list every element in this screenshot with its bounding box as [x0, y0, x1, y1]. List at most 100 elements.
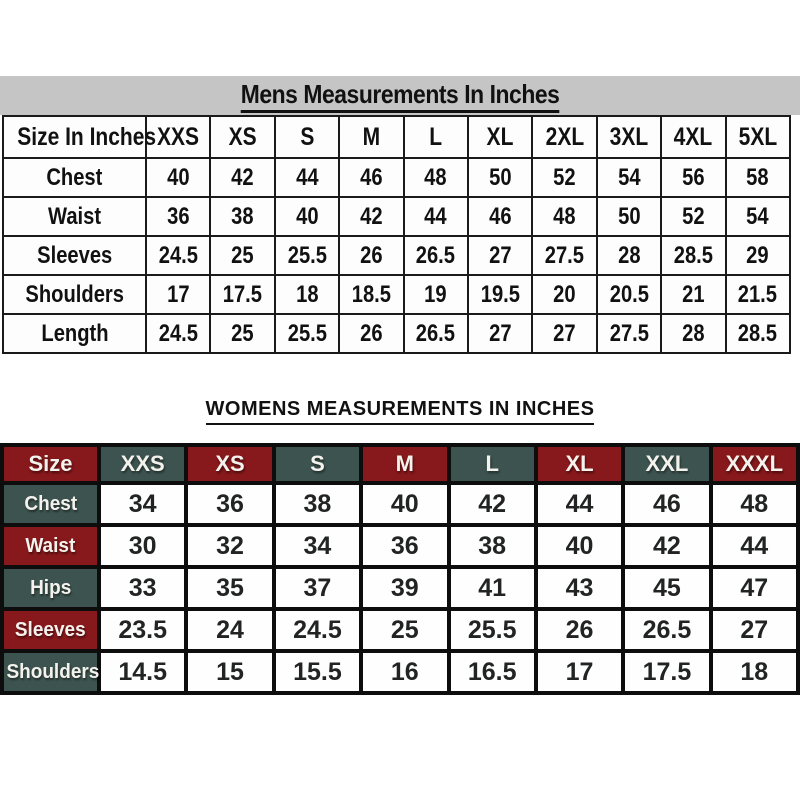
womens-title-wrap: WOMENS MEASUREMENTS IN INCHES: [0, 398, 800, 425]
womens-value-cell: 40: [533, 523, 626, 569]
womens-size-header-m: M: [359, 443, 451, 485]
womens-value-cell: 37: [271, 565, 364, 611]
womens-value-cell-text: 34: [128, 489, 157, 518]
mens-value-cell-text: 26: [360, 241, 383, 269]
mens-value-cell-text: 27: [553, 319, 576, 347]
mens-size-header-m-text: M: [362, 122, 381, 151]
womens-value-cell: 44: [533, 481, 626, 527]
mens-value-cell-text: 18: [295, 280, 319, 308]
mens-size-header-xxs: XXS: [144, 115, 212, 159]
mens-title-band: Mens Measurements In Inches: [0, 76, 800, 115]
mens-size-header-l: L: [402, 115, 469, 159]
womens-size-header-xs-text: XS: [215, 451, 245, 476]
mens-value-cell-text: 26.5: [416, 319, 456, 347]
womens-value-cell: 43: [533, 565, 626, 611]
mens-row-length: Length 24.5 25 25.5 26 26.5 27 27 27.5 28 28.5: [2, 313, 792, 354]
mens-size-header-s-text: S: [299, 122, 314, 151]
womens-row-hips: Hips 33 35 37 39 41 43 45 47: [0, 565, 800, 611]
mens-value-cell-text: 40: [166, 163, 190, 191]
womens-row-label-shoulders-text: Shoulders: [6, 660, 100, 683]
womens-value-cell-text: 46: [653, 489, 681, 518]
womens-row-sleeves: Sleeves 23.5 24 24.5 25 25.5 26 26.5 27: [0, 607, 800, 653]
mens-value-cell-text: 20: [553, 280, 576, 308]
womens-value-cell-text: 44: [740, 531, 769, 560]
mens-corner-header-text: Size In Inches: [17, 122, 157, 151]
mens-row-label-chest-text: Chest: [46, 163, 103, 191]
womens-value-cell-text: 36: [216, 489, 244, 518]
womens-size-header-xxxl-text: XXXL: [725, 451, 784, 476]
womens-size-header-l: L: [446, 443, 538, 485]
womens-value-cell-text: 36: [390, 531, 419, 560]
mens-value-cell-text: 28.5: [673, 241, 713, 269]
mens-value-cell: 58: [724, 157, 792, 198]
womens-value-cell: 24: [184, 607, 276, 653]
womens-value-cell-text: 40: [390, 489, 419, 518]
mens-value-cell: 25: [209, 313, 276, 354]
mens-size-header-4xl-text: 4XL: [674, 122, 713, 151]
mens-size-header-xxs-text: XXS: [157, 122, 200, 151]
womens-value-cell-text: 47: [740, 573, 769, 602]
mens-value-cell: 27.5: [595, 313, 663, 354]
mens-row-label-shoulders-text: Shoulders: [25, 280, 124, 308]
womens-size-header-xl: XL: [533, 443, 626, 485]
womens-value-cell: 24.5: [271, 607, 364, 653]
mens-value-cell-text: 19.5: [480, 280, 520, 308]
womens-value-cell: 35: [184, 565, 276, 611]
mens-value-cell: 28: [660, 313, 727, 354]
womens-value-cell: 33: [96, 565, 189, 611]
mens-value-cell: 54: [595, 157, 663, 198]
womens-row-label-hips-text: Hips: [29, 576, 72, 599]
womens-size-header-s-text: S: [310, 451, 325, 476]
mens-value-cell: 25.5: [273, 235, 341, 276]
womens-size-header-xs: XS: [184, 443, 276, 485]
mens-value-cell-text: 48: [424, 163, 447, 191]
mens-value-cell: 28.5: [660, 235, 727, 276]
womens-value-cell: 36: [184, 481, 276, 527]
mens-value-cell: 27: [531, 313, 598, 354]
mens-value-cell: 26: [338, 235, 405, 276]
womens-value-cell-text: 27: [740, 615, 769, 644]
mens-value-cell-text: 54: [617, 163, 641, 191]
womens-value-cell-text: 25: [390, 615, 419, 644]
mens-value-cell-text: 25: [231, 319, 254, 347]
mens-value-cell: 25.5: [273, 313, 341, 354]
mens-size-header-5xl: 5XL: [724, 115, 792, 159]
womens-value-cell-text: 18: [740, 657, 769, 686]
womens-value-cell: 48: [708, 481, 800, 527]
mens-value-cell-text: 20.5: [609, 280, 649, 308]
womens-size-header-xxs-text: XXS: [120, 451, 165, 476]
mens-value-cell: 27: [466, 313, 534, 354]
womens-value-cell: 44: [708, 523, 800, 569]
womens-value-cell: 38: [271, 481, 364, 527]
mens-value-cell: 38: [209, 196, 276, 237]
womens-value-cell: 38: [446, 523, 538, 569]
womens-value-cell-text: 43: [565, 573, 594, 602]
mens-row-label-shoulders: Shoulders: [2, 274, 147, 315]
womens-value-cell-text: 24: [216, 615, 244, 644]
mens-value-cell-text: 28: [682, 319, 705, 347]
womens-value-cell-text: 37: [303, 573, 332, 602]
mens-value-cell-text: 21: [682, 280, 705, 308]
mens-value-cell-text: 46: [360, 163, 383, 191]
womens-value-cell-text: 44: [565, 489, 594, 518]
mens-size-table: Size In Inches XXS XS S M L XL 2XL 3XL 4XL 5XL Ches…: [2, 115, 792, 354]
mens-value-cell-text: 50: [488, 163, 512, 191]
womens-size-header-xxl: XXL: [621, 443, 713, 485]
mens-value-cell-text: 50: [617, 202, 641, 230]
womens-value-cell: 14.5: [96, 649, 189, 695]
womens-row-label-sleeves: Sleeves: [0, 607, 101, 653]
womens-value-cell-text: 32: [216, 531, 244, 560]
womens-value-cell-text: 26: [565, 615, 594, 644]
mens-value-cell-text: 26: [360, 319, 383, 347]
mens-value-cell-text: 36: [166, 202, 190, 230]
womens-row-label-hips: Hips: [0, 565, 101, 611]
mens-size-header-2xl: 2XL: [531, 115, 598, 159]
womens-value-cell-text: 33: [128, 573, 157, 602]
mens-value-cell: 46: [466, 196, 534, 237]
mens-size-header-xs: XS: [209, 115, 276, 159]
womens-value-cell-text: 45: [653, 573, 681, 602]
mens-value-cell-text: 28.5: [738, 319, 778, 347]
womens-value-cell: 27: [708, 607, 800, 653]
mens-row-label-chest: Chest: [2, 157, 147, 198]
mens-value-cell: 56: [660, 157, 727, 198]
